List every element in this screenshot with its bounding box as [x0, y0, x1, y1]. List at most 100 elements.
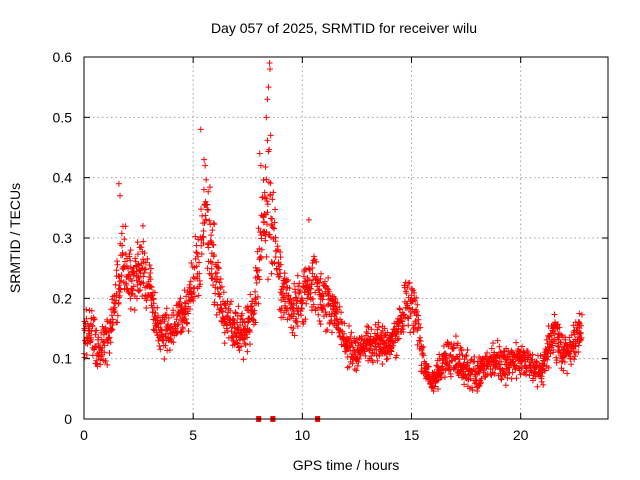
- data-point: [240, 356, 247, 363]
- data-point: [367, 345, 374, 352]
- data-point: [287, 295, 294, 302]
- data-point: [269, 215, 276, 222]
- data-point: [317, 275, 324, 282]
- data-point: [545, 346, 552, 353]
- data-point: [114, 261, 121, 268]
- data-point: [332, 296, 339, 303]
- data-point: [322, 308, 329, 315]
- data-point: [121, 236, 128, 243]
- data-point: [505, 364, 512, 371]
- data-point: [516, 348, 523, 355]
- data-point: [401, 311, 408, 318]
- data-point: [264, 96, 271, 103]
- data-point: [545, 364, 552, 371]
- data-point: [227, 307, 234, 314]
- y-tick-label: 0: [64, 411, 72, 427]
- data-point: [148, 284, 155, 291]
- data-point: [208, 259, 215, 266]
- data-point: [173, 316, 180, 323]
- data-point: [178, 328, 185, 335]
- data-point: [556, 324, 563, 331]
- data-point: [324, 326, 331, 333]
- data-point: [135, 273, 142, 280]
- data-point: [346, 363, 353, 370]
- data-point: [513, 339, 520, 346]
- data-point: [393, 352, 400, 359]
- data-point: [504, 374, 511, 381]
- data-point: [407, 329, 414, 336]
- data-point: [462, 374, 469, 381]
- data-point: [474, 388, 481, 395]
- data-point: [147, 276, 154, 283]
- data-point: [564, 370, 571, 377]
- data-point: [204, 265, 211, 272]
- data-point: [214, 302, 221, 309]
- data-point: [127, 305, 134, 312]
- data-point: [134, 281, 141, 288]
- data-point: [195, 253, 202, 260]
- data-point: [88, 307, 95, 314]
- data-point: [158, 326, 165, 333]
- data-point: [260, 177, 267, 184]
- data-point: [138, 265, 145, 272]
- data-point: [201, 156, 208, 163]
- data-point: [221, 340, 228, 347]
- data-point: [146, 261, 153, 268]
- data-point: [139, 222, 146, 229]
- data-point: [384, 355, 391, 362]
- data-point: [111, 309, 118, 316]
- data-point: [256, 266, 263, 273]
- data-point: [140, 238, 147, 245]
- data-point: [557, 339, 564, 346]
- data-point: [238, 343, 245, 350]
- data-point: [301, 289, 308, 296]
- data-point: [335, 321, 342, 328]
- data-point: [269, 224, 276, 231]
- grid: [84, 57, 608, 419]
- data-point: [106, 334, 113, 341]
- data-point: [367, 333, 374, 340]
- data-point: [204, 201, 211, 208]
- data-point: [447, 366, 454, 373]
- data-point: [246, 341, 253, 348]
- data-point: [175, 321, 182, 328]
- data-point: [256, 245, 263, 252]
- data-point: [216, 265, 223, 272]
- data-point: [205, 207, 212, 214]
- data-point: [484, 349, 491, 356]
- data-point: [263, 253, 270, 260]
- data-point: [206, 217, 213, 224]
- data-point: [375, 324, 382, 331]
- data-point: [126, 251, 133, 258]
- data-point: [263, 176, 270, 183]
- data-point: [102, 358, 109, 365]
- data-point: [258, 255, 265, 262]
- data-point: [515, 364, 522, 371]
- data-point: [201, 219, 208, 226]
- data-point: [125, 289, 132, 296]
- data-point: [163, 305, 170, 312]
- data-point: [543, 336, 550, 343]
- data-point: [211, 299, 218, 306]
- data-point: [394, 336, 401, 343]
- data-point: [294, 323, 301, 330]
- data-point: [405, 322, 412, 329]
- data-point: [138, 244, 145, 251]
- data-point: [412, 297, 419, 304]
- data-point: [291, 332, 298, 339]
- data-series-srmtid: [81, 60, 585, 395]
- data-point: [542, 367, 549, 374]
- data-point: [191, 293, 198, 300]
- data-point: [286, 296, 293, 303]
- data-point: [379, 361, 386, 367]
- data-point: [252, 319, 259, 326]
- data-point: [454, 340, 461, 347]
- y-axis-label: SRMTID / TECUs: [7, 183, 23, 293]
- data-point: [265, 84, 272, 91]
- data-point: [264, 201, 271, 208]
- x-axis-label: GPS time / hours: [293, 457, 400, 473]
- data-point: [196, 270, 203, 277]
- data-point: [499, 373, 506, 380]
- data-point: [218, 283, 225, 290]
- data-point: [118, 277, 125, 284]
